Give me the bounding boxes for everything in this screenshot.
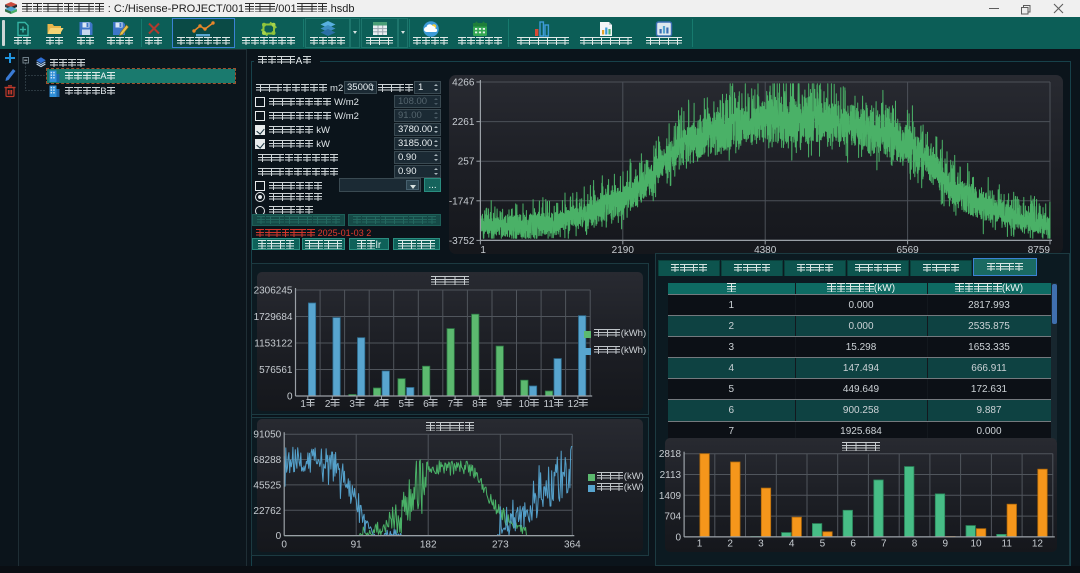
svg-text:45525: 45525: [253, 480, 281, 491]
svg-text:0: 0: [276, 531, 282, 542]
svg-text:182: 182: [420, 540, 437, 551]
svg-text:0: 0: [281, 540, 287, 551]
svg-text:-3752: -3752: [449, 236, 475, 247]
svg-text:68288: 68288: [253, 455, 281, 466]
svg-text:2818: 2818: [659, 449, 682, 460]
svg-text:1729684: 1729684: [254, 312, 293, 323]
svg-text:5: 5: [820, 538, 826, 549]
svg-text:0: 0: [287, 392, 293, 403]
svg-text:1409: 1409: [659, 491, 682, 502]
svg-text:4266: 4266: [452, 78, 475, 89]
svg-text:12: 12: [1032, 538, 1044, 549]
svg-text:2190: 2190: [612, 245, 635, 256]
svg-text:-1747: -1747: [449, 196, 475, 207]
svg-text:6569: 6569: [896, 245, 919, 256]
svg-text:8759: 8759: [1028, 245, 1051, 256]
svg-text:2: 2: [727, 538, 733, 549]
svg-text:2113: 2113: [660, 470, 682, 481]
svg-text:1153122: 1153122: [254, 339, 293, 350]
svg-text:1: 1: [697, 538, 703, 549]
svg-text:22762: 22762: [253, 506, 281, 517]
svg-text:9: 9: [943, 538, 949, 549]
svg-text:8: 8: [912, 538, 918, 549]
svg-text:3: 3: [758, 538, 764, 549]
svg-text:91: 91: [351, 540, 363, 551]
svg-text:6: 6: [850, 538, 856, 549]
svg-text:10: 10: [970, 538, 982, 549]
svg-text:704: 704: [664, 512, 681, 523]
svg-text:4380: 4380: [754, 245, 777, 256]
svg-text:1: 1: [480, 245, 486, 256]
svg-text:2306245: 2306245: [254, 286, 293, 297]
svg-text:2261: 2261: [452, 117, 475, 128]
svg-text:0: 0: [676, 532, 682, 543]
svg-text:11: 11: [1002, 538, 1013, 549]
svg-text:7: 7: [881, 538, 887, 549]
svg-text:257: 257: [458, 157, 475, 168]
svg-text:273: 273: [492, 540, 509, 551]
svg-text:576561: 576561: [259, 365, 293, 376]
svg-text:91050: 91050: [253, 430, 281, 441]
svg-text:4: 4: [789, 538, 795, 549]
svg-text:364: 364: [564, 540, 581, 551]
